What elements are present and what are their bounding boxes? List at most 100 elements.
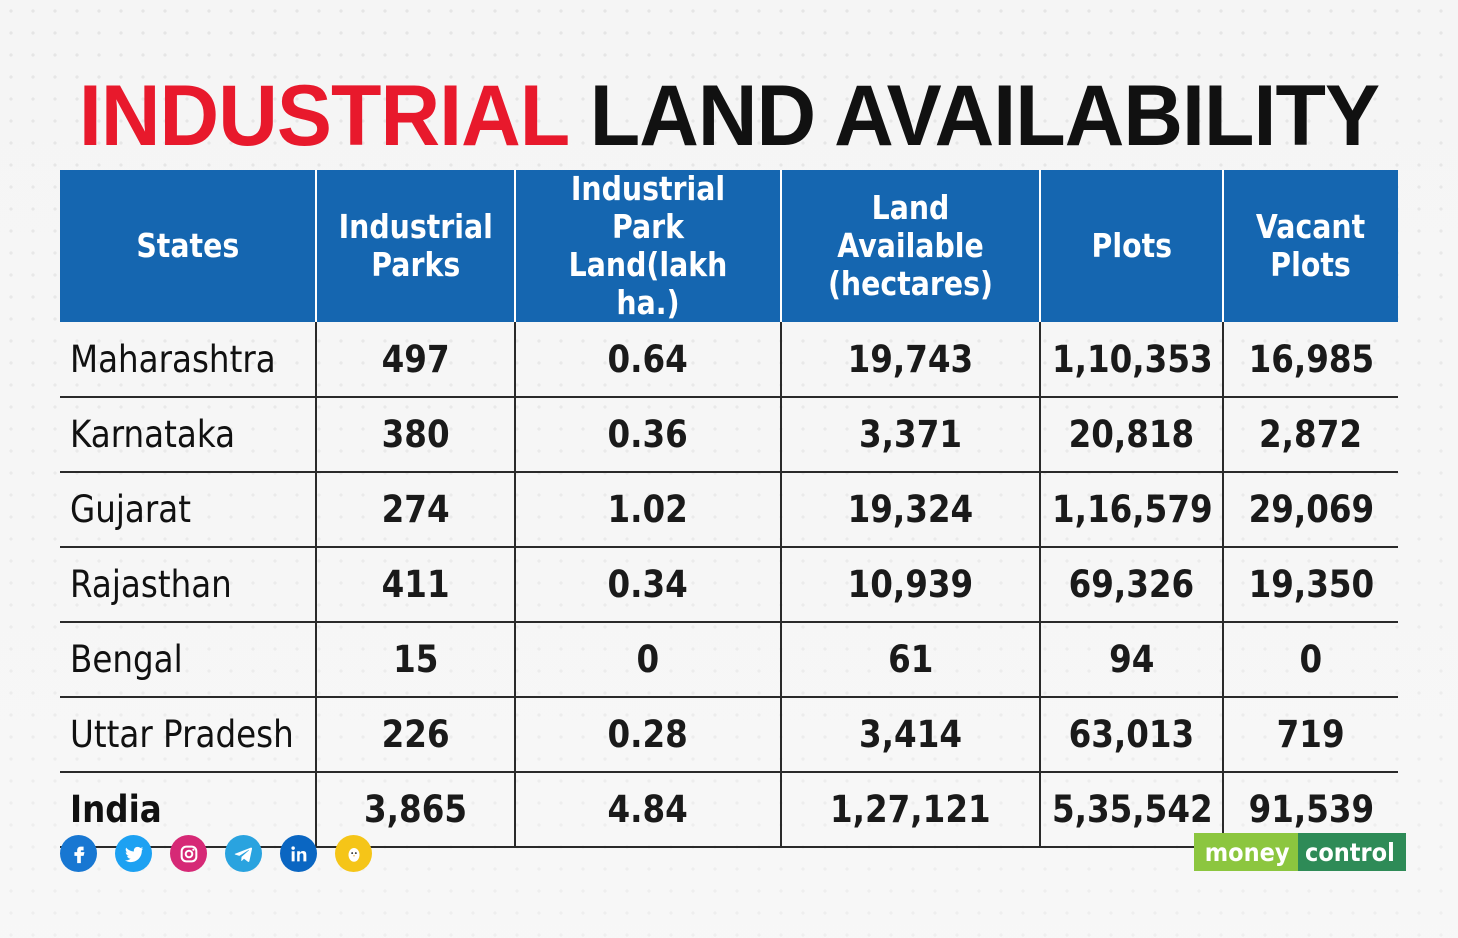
cell-value: 0.28: [607, 713, 689, 756]
cell-value: 5,35,542: [1051, 788, 1213, 831]
value-cell: 1,16,579: [1039, 472, 1223, 548]
cell-value: 63,013: [1068, 713, 1195, 756]
state-name-cell: Maharashtra: [60, 322, 316, 398]
cell-value: 19,324: [847, 488, 974, 531]
cell-value: 0.64: [607, 337, 689, 381]
column-header-line: States: [136, 226, 239, 265]
column-header-line: Industrial: [338, 207, 493, 246]
state-name: Gujarat: [70, 488, 191, 531]
column-header: Plots: [1039, 170, 1223, 322]
state-name: Uttar Pradesh: [70, 713, 294, 756]
value-cell: 19,324: [780, 472, 1040, 548]
value-cell: 226: [315, 697, 515, 773]
cell-value: 0: [636, 638, 660, 681]
value-cell: 19,350: [1222, 547, 1398, 623]
state-name: Rajasthan: [70, 563, 232, 606]
value-cell: 4.84: [514, 772, 781, 848]
value-cell: 0.34: [514, 547, 781, 623]
value-cell: 0.64: [514, 322, 781, 398]
value-cell: 497: [315, 322, 515, 398]
table-row: Bengal 15 0 61 94 0: [60, 622, 1398, 698]
cell-value: 497: [381, 337, 450, 381]
cell-value: 10,939: [847, 563, 974, 606]
cell-value: 3,371: [858, 413, 962, 456]
social-icons: [60, 835, 372, 872]
logo-text-money: money: [1204, 837, 1290, 867]
value-cell: 15: [315, 622, 515, 698]
column-header: Industrial Parks: [315, 170, 515, 322]
value-cell: 5,35,542: [1039, 772, 1223, 848]
column-header: Industrial Park Land(lakh ha.): [514, 170, 781, 322]
cell-value: 29,069: [1248, 488, 1374, 531]
value-cell: 1.02: [514, 472, 781, 548]
table-header-row: States Industrial Parks Industrial Park Land…: [60, 170, 1398, 322]
cell-value: 20,818: [1068, 413, 1195, 456]
value-cell: 3,414: [780, 697, 1040, 773]
column-header-line: Plots: [1091, 226, 1172, 265]
state-name: Karnataka: [70, 413, 236, 456]
state-name-cell: Uttar Pradesh: [60, 697, 316, 773]
linkedin-icon[interactable]: [280, 835, 317, 872]
cell-value: 15: [392, 638, 439, 681]
cell-value: 61: [887, 638, 934, 681]
state-name: Bengal: [70, 638, 183, 681]
value-cell: 2,872: [1222, 397, 1398, 473]
value-cell: 0: [1222, 622, 1398, 698]
table-row: Rajasthan 411 0.34 10,939 69,326 19,350: [60, 547, 1398, 623]
cell-value: 226: [381, 713, 450, 756]
cell-value: 94: [1108, 638, 1155, 681]
value-cell: 19,743: [780, 322, 1040, 398]
value-cell: 63,013: [1039, 697, 1223, 773]
cell-value: 0.36: [607, 413, 689, 456]
column-header-line: Land(lakh ha.): [568, 245, 728, 322]
state-name-cell: Karnataka: [60, 397, 316, 473]
value-cell: 3,371: [780, 397, 1040, 473]
cell-value: 0.34: [607, 563, 689, 606]
table-row: Gujarat 274 1.02 19,324 1,16,579 29,069: [60, 472, 1398, 548]
value-cell: 61: [780, 622, 1040, 698]
table-row: Karnataka 380 0.36 3,371 20,818 2,872: [60, 397, 1398, 473]
instagram-icon[interactable]: [170, 835, 207, 872]
title-part-highlight: INDUSTRIAL: [78, 68, 569, 164]
cell-value: 4.84: [607, 788, 689, 831]
cell-value: 719: [1277, 713, 1345, 756]
value-cell: 0.28: [514, 697, 781, 773]
cell-value: 0: [1299, 638, 1323, 681]
value-cell: 380: [315, 397, 515, 473]
chart-title: INDUSTRIAL LAND AVAILABILITY: [29, 66, 1429, 166]
state-name: Maharashtra: [70, 337, 276, 381]
state-name-cell: Rajasthan: [60, 547, 316, 623]
value-cell: 94: [1039, 622, 1223, 698]
column-header: States: [60, 170, 316, 322]
telegram-icon[interactable]: [225, 835, 262, 872]
value-cell: 20,818: [1039, 397, 1223, 473]
cell-value: 411: [381, 563, 450, 606]
land-availability-table: States Industrial Parks Industrial Park Land…: [60, 170, 1398, 848]
value-cell: 0.36: [514, 397, 781, 473]
table-row: Uttar Pradesh 226 0.28 3,414 63,013 719: [60, 697, 1398, 773]
column-header: Land Available (hectares): [780, 170, 1040, 322]
value-cell: 16,985: [1222, 322, 1398, 398]
cell-value: 2,872: [1259, 413, 1363, 456]
column-header-line: (hectares): [827, 264, 994, 303]
value-cell: 719: [1222, 697, 1398, 773]
cell-value: 1,10,353: [1051, 337, 1213, 381]
cell-value: 274: [381, 488, 450, 531]
column-header-line: Vacant: [1256, 207, 1366, 246]
cell-value: 1.02: [607, 488, 689, 531]
table-body: Maharashtra 497 0.64 19,743 1,10,353 16,985 Ka…: [60, 322, 1398, 848]
cell-value: 380: [381, 413, 450, 456]
facebook-icon[interactable]: [60, 835, 97, 872]
state-name-cell: Bengal: [60, 622, 316, 698]
value-cell: 69,326: [1039, 547, 1223, 623]
cell-value: 16,985: [1248, 337, 1374, 381]
cell-value: 19,743: [847, 337, 974, 381]
state-name: India: [70, 788, 162, 831]
twitter-icon[interactable]: [115, 835, 152, 872]
title-part-main: LAND AVAILABILITY: [589, 68, 1380, 164]
koo-icon[interactable]: [335, 835, 372, 872]
value-cell: 1,27,121: [780, 772, 1040, 848]
logo-text-control: control: [1305, 837, 1396, 867]
value-cell: 29,069: [1222, 472, 1398, 548]
value-cell: 10,939: [780, 547, 1040, 623]
